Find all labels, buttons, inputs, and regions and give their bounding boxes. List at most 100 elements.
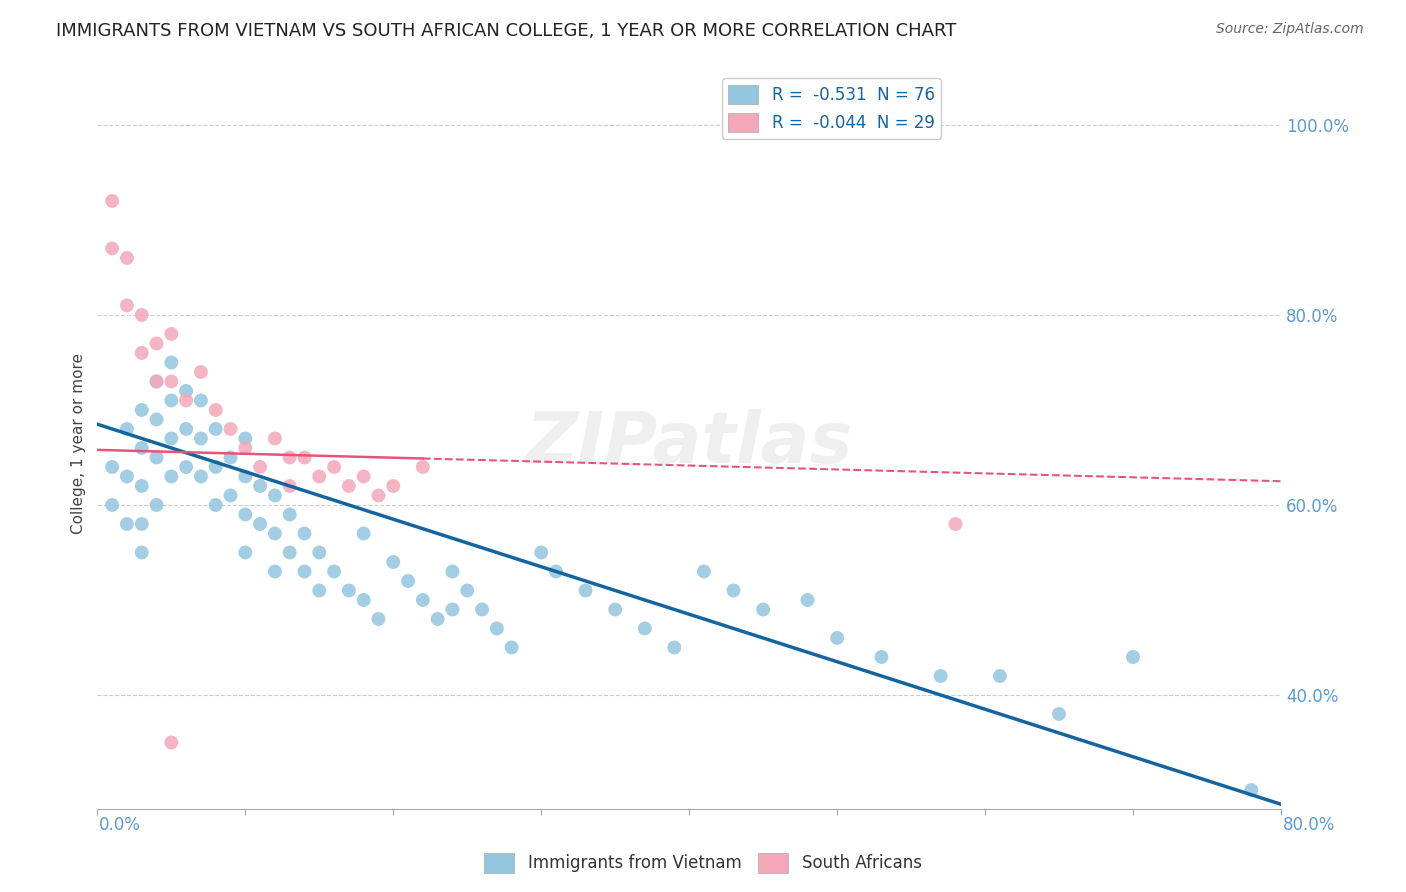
- Point: [308, 469, 330, 483]
- Point: [249, 460, 271, 475]
- Point: [367, 488, 389, 502]
- Point: [530, 545, 553, 559]
- Point: [426, 612, 449, 626]
- Point: [131, 516, 153, 531]
- Point: [204, 498, 226, 512]
- Point: [115, 469, 138, 483]
- Point: [233, 469, 256, 483]
- Point: [664, 640, 686, 655]
- Text: ZIPatlas: ZIPatlas: [526, 409, 853, 478]
- Point: [249, 479, 271, 493]
- Point: [233, 441, 256, 455]
- Point: [131, 403, 153, 417]
- Text: 80.0%: 80.0%: [1284, 816, 1336, 834]
- Point: [353, 469, 375, 483]
- Point: [249, 516, 271, 531]
- Point: [323, 460, 346, 475]
- Point: [145, 375, 167, 389]
- Point: [752, 602, 775, 616]
- Point: [160, 326, 183, 341]
- Point: [131, 479, 153, 493]
- Point: [278, 545, 301, 559]
- Point: [929, 669, 952, 683]
- Point: [441, 602, 464, 616]
- Point: [308, 545, 330, 559]
- Point: [1240, 783, 1263, 797]
- Point: [337, 479, 360, 493]
- Point: [441, 565, 464, 579]
- Point: [723, 583, 745, 598]
- Point: [323, 565, 346, 579]
- Point: [278, 450, 301, 465]
- Point: [101, 460, 124, 475]
- Point: [219, 422, 242, 436]
- Point: [174, 384, 197, 398]
- Point: [115, 516, 138, 531]
- Point: [412, 460, 434, 475]
- Point: [988, 669, 1011, 683]
- Point: [115, 298, 138, 312]
- Text: Source: ZipAtlas.com: Source: ZipAtlas.com: [1216, 22, 1364, 37]
- Point: [278, 479, 301, 493]
- Point: [145, 450, 167, 465]
- Point: [204, 422, 226, 436]
- Point: [278, 508, 301, 522]
- Point: [544, 565, 567, 579]
- Point: [160, 355, 183, 369]
- Point: [825, 631, 848, 645]
- Point: [233, 508, 256, 522]
- Point: [574, 583, 596, 598]
- Point: [233, 432, 256, 446]
- Point: [190, 365, 212, 379]
- Point: [294, 526, 316, 541]
- Point: [174, 422, 197, 436]
- Point: [382, 555, 405, 569]
- Point: [131, 346, 153, 360]
- Point: [605, 602, 627, 616]
- Legend: Immigrants from Vietnam, South Africans: Immigrants from Vietnam, South Africans: [478, 847, 928, 880]
- Point: [264, 432, 287, 446]
- Point: [115, 422, 138, 436]
- Point: [145, 336, 167, 351]
- Point: [233, 545, 256, 559]
- Point: [264, 488, 287, 502]
- Point: [160, 375, 183, 389]
- Point: [471, 602, 494, 616]
- Point: [145, 498, 167, 512]
- Text: 0.0%: 0.0%: [98, 816, 141, 834]
- Point: [160, 469, 183, 483]
- Point: [382, 479, 405, 493]
- Point: [190, 432, 212, 446]
- Point: [204, 403, 226, 417]
- Point: [264, 526, 287, 541]
- Point: [101, 498, 124, 512]
- Point: [190, 469, 212, 483]
- Point: [870, 650, 893, 665]
- Point: [131, 441, 153, 455]
- Point: [693, 565, 716, 579]
- Point: [264, 565, 287, 579]
- Point: [308, 583, 330, 598]
- Legend: R =  -0.531  N = 76, R =  -0.044  N = 29: R = -0.531 N = 76, R = -0.044 N = 29: [721, 78, 941, 138]
- Point: [412, 593, 434, 607]
- Point: [160, 735, 183, 749]
- Y-axis label: College, 1 year or more: College, 1 year or more: [72, 352, 86, 533]
- Point: [945, 516, 967, 531]
- Point: [101, 194, 124, 208]
- Point: [1047, 706, 1070, 721]
- Point: [294, 450, 316, 465]
- Point: [219, 450, 242, 465]
- Point: [294, 565, 316, 579]
- Point: [353, 526, 375, 541]
- Point: [501, 640, 523, 655]
- Point: [160, 432, 183, 446]
- Point: [174, 460, 197, 475]
- Point: [204, 460, 226, 475]
- Point: [145, 412, 167, 426]
- Point: [131, 308, 153, 322]
- Point: [353, 593, 375, 607]
- Point: [174, 393, 197, 408]
- Point: [190, 393, 212, 408]
- Point: [115, 251, 138, 265]
- Point: [145, 375, 167, 389]
